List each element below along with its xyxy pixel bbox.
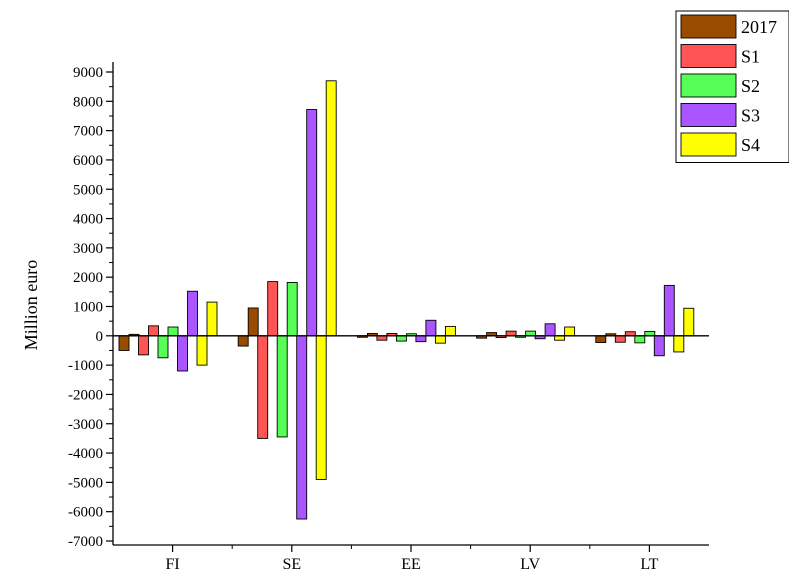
x-category-label: FI	[165, 556, 179, 573]
y-tick-label: 7000	[73, 124, 103, 140]
x-category-label: EE	[401, 556, 421, 573]
bar-s1-negative	[614, 335, 626, 343]
bar-s3-positive	[663, 284, 675, 337]
legend-swatch-s1	[680, 44, 737, 68]
bar-2017-negative	[595, 335, 607, 344]
bar-2017-positive	[247, 307, 259, 337]
y-axis-title: Million euro	[21, 260, 41, 351]
y-tick-label: 6000	[73, 153, 103, 169]
legend-label-2017: 2017	[741, 17, 777, 37]
bar-s3-positive	[425, 319, 437, 337]
x-category-label: LT	[640, 556, 658, 573]
bar-s1-positive	[267, 281, 279, 337]
y-tick-label: -7000	[68, 534, 103, 550]
bar-s2-positive	[644, 330, 656, 337]
bar-s4-negative	[434, 335, 446, 344]
y-tick-label: 9000	[73, 65, 103, 81]
bar-s2-negative	[157, 335, 169, 359]
y-tick-label: 2000	[73, 270, 103, 286]
y-tick-label: -1000	[68, 358, 103, 374]
bar-s2-negative	[395, 335, 407, 342]
plot-area: -7000 -6000 -5000 -4000 -3000 -2000 -1000 0 1000…	[68, 62, 709, 573]
legend-label-s2: S2	[741, 76, 760, 96]
bar-s3-positive	[544, 323, 556, 337]
legend: 2017 S1 S2 S3 S4	[675, 10, 789, 163]
legend-swatch-s2	[680, 73, 737, 98]
bar-s2-positive	[286, 282, 298, 337]
legend-label-s3: S3	[741, 106, 760, 126]
bar-s3-negative	[177, 335, 188, 372]
bar-s3-negative	[415, 335, 427, 343]
bar-s2-negative	[276, 335, 288, 438]
bar-s4-positive	[325, 80, 337, 337]
bar-s3-positive	[187, 290, 198, 337]
bar-s1-positive	[148, 325, 159, 337]
bar-s4-positive	[206, 301, 218, 337]
y-tick-label: 5000	[73, 182, 103, 198]
bar-2017-negative	[118, 335, 130, 351]
x-category-label: LV	[520, 556, 540, 573]
y-tick-label: -2000	[68, 387, 103, 403]
bar-s1-negative	[138, 335, 149, 356]
y-tick-label: 1000	[73, 300, 103, 316]
bar-s2-positive	[167, 326, 179, 337]
bar-s2-negative	[634, 335, 646, 344]
legend-label-s1: S1	[741, 47, 760, 67]
bar-s1-negative	[257, 335, 269, 439]
bar-s2-positive	[525, 330, 537, 337]
y-tick-label: 0	[96, 329, 104, 345]
bar-s3-negative	[296, 335, 308, 520]
bar-s4-negative	[315, 335, 327, 480]
bar-2017-negative	[237, 335, 249, 347]
bar-s4-positive	[683, 307, 695, 337]
legend-swatch-s3	[680, 103, 737, 127]
legend-swatch-s4	[680, 132, 737, 157]
bar-s4-negative	[196, 335, 208, 366]
bar-s4-positive	[564, 326, 576, 337]
x-category-label: SE	[282, 556, 301, 573]
bar-s4-negative	[673, 335, 685, 353]
y-tick-label: -3000	[68, 417, 103, 433]
bar-s3-negative	[653, 335, 665, 357]
bar-s1-positive	[505, 330, 517, 337]
bar-s4-negative	[554, 335, 566, 341]
bar-s4-positive	[444, 325, 456, 337]
bar-s1-negative	[376, 335, 388, 341]
legend-swatch-2017	[680, 14, 737, 39]
bar-s3-positive	[306, 109, 318, 337]
y-tick-label: -6000	[68, 505, 103, 521]
y-tick-label: 8000	[73, 94, 103, 110]
y-tick-label: -4000	[68, 446, 103, 462]
y-tick-label: -5000	[68, 475, 103, 491]
y-tick-label: 4000	[73, 212, 103, 228]
y-tick-label: 3000	[73, 241, 103, 257]
legend-label-s4: S4	[741, 135, 760, 155]
